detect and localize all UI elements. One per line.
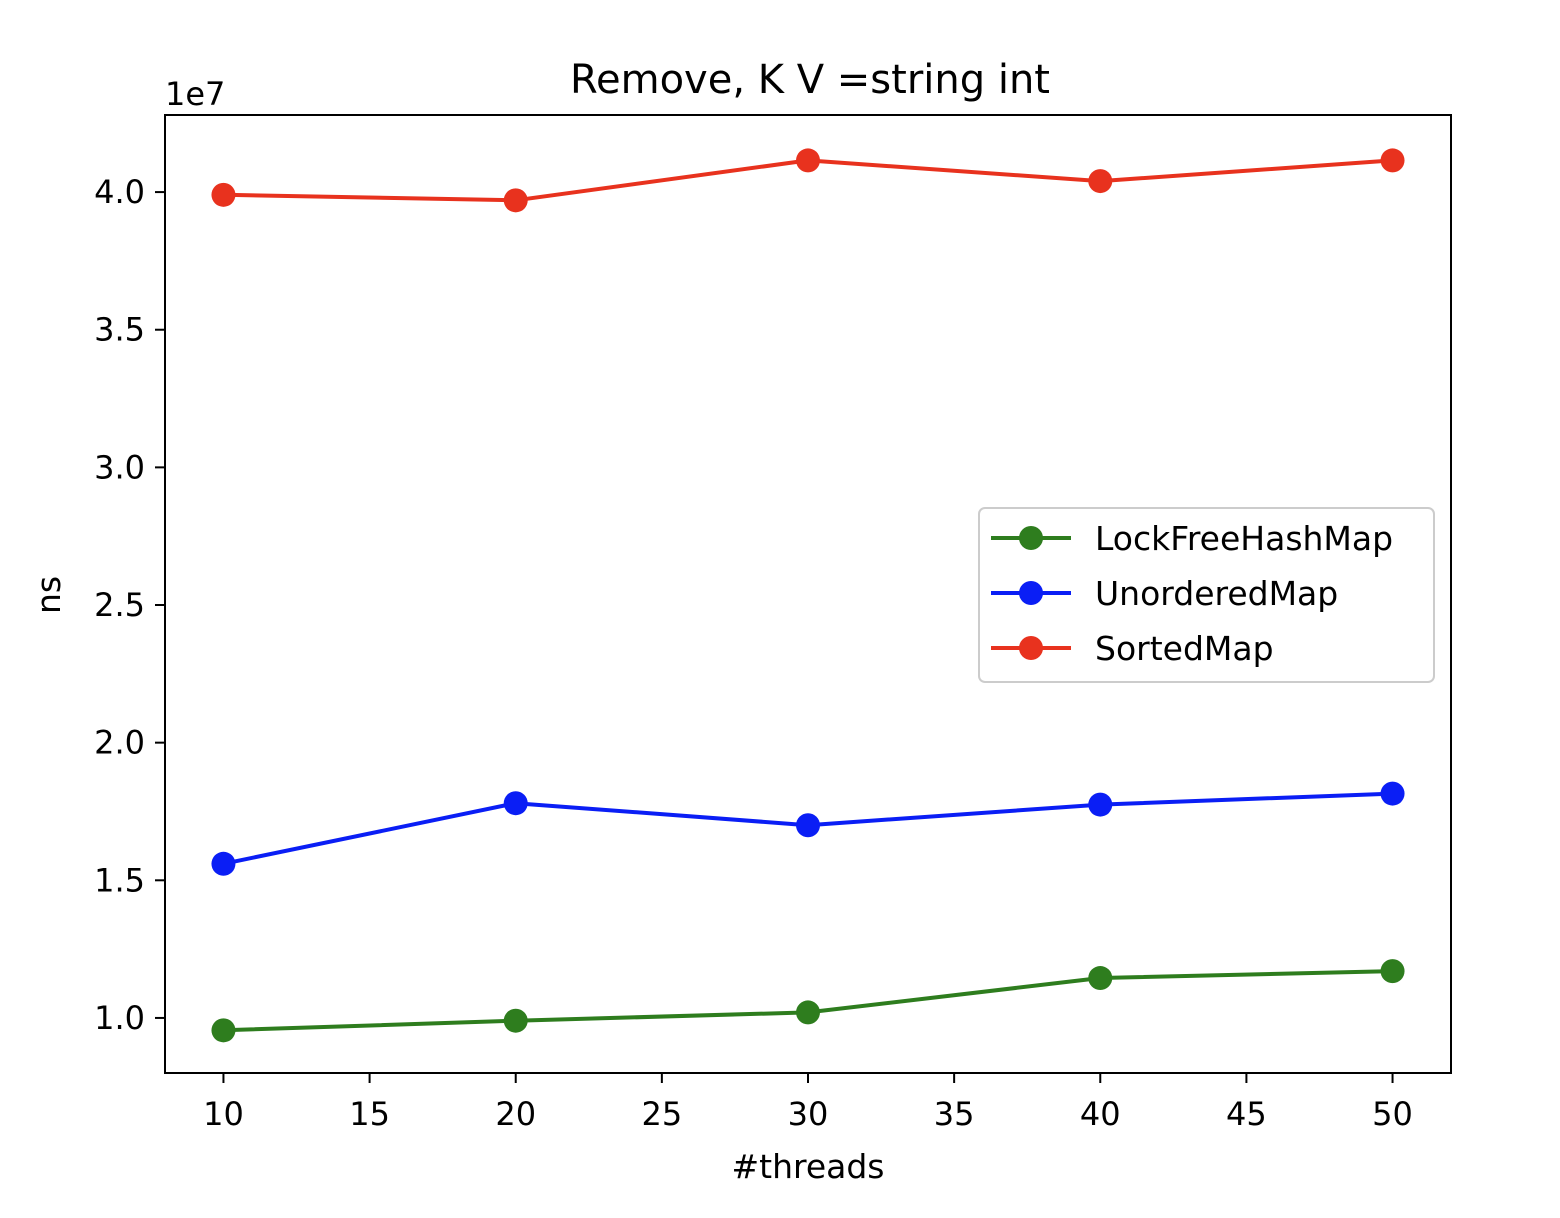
data-point [1380,781,1405,806]
data-point [211,182,236,207]
ticks-layer: 10 15 20 25 30 35 40 45 50 1.0 1.5 2.0 2.5 3.0 3.5 4.0 [94,173,1413,1133]
y-axis-label: ns [29,576,68,614]
data-point [503,1008,528,1033]
legend: LockFreeHashMap UnorderedMap SortedMap [978,507,1435,683]
data-point [1380,959,1405,984]
y-axis-offset-label: 1e7 [165,75,225,113]
data-point [796,1000,820,1025]
data-point [503,791,528,816]
y-tick-label: 2.0 [94,724,145,762]
y-tick-label: 2.5 [94,586,145,624]
data-point [1088,792,1113,817]
x-tick-label: 45 [1226,1095,1267,1133]
legend-marker [1019,636,1043,660]
legend-label: UnorderedMap [1095,574,1338,613]
legend-frame [978,507,1435,683]
data-point [1380,148,1405,173]
data-point [1088,169,1113,194]
data-point [796,148,820,173]
legend-label: LockFreeHashMap [1095,519,1393,558]
data-point [211,1018,236,1043]
x-tick-label: 35 [934,1095,975,1133]
x-tick-label: 10 [203,1095,244,1133]
y-tick-label: 3.5 [94,311,145,349]
y-tick-label: 3.0 [94,448,145,486]
legend-marker [1019,526,1043,550]
x-tick-label: 15 [349,1095,390,1133]
series-layer [211,148,1405,1043]
x-tick-label: 25 [642,1095,683,1133]
plot-frame [164,114,1452,1074]
data-point [211,851,236,876]
x-axis-label: #threads [731,1147,884,1186]
x-tick-label: 20 [495,1095,536,1133]
legend-marker [1019,581,1043,605]
data-point [1088,966,1113,991]
legend-label: SortedMap [1095,629,1274,668]
data-point [503,188,528,213]
x-tick-label: 30 [788,1095,829,1133]
chart-title: Remove, K V =string int [570,57,1050,103]
y-tick-label: 1.5 [94,861,145,899]
data-point [796,813,820,838]
x-tick-label: 50 [1372,1095,1413,1133]
x-tick-label: 40 [1080,1095,1121,1133]
y-tick-label: 1.0 [94,999,145,1037]
y-tick-label: 4.0 [94,173,145,211]
